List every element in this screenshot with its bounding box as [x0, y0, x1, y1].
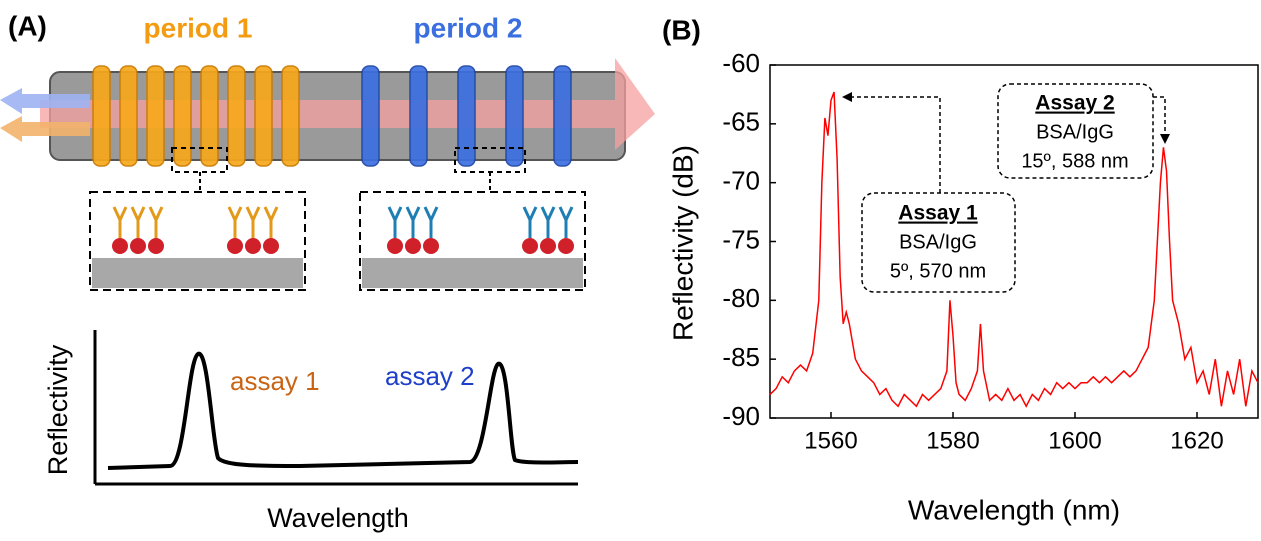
grating-ring [361, 65, 380, 167]
antigen [522, 238, 538, 254]
arrow-head [1160, 134, 1170, 144]
reflect-arrow [0, 88, 90, 114]
grating-ring [553, 65, 572, 167]
substrate [362, 258, 583, 288]
antibody [263, 206, 279, 238]
annotation-text: 15º, 588 nm [1021, 150, 1128, 172]
y-tick-label: -75 [722, 224, 760, 254]
annotation-title: Assay 1 [898, 202, 978, 225]
antigen [148, 238, 164, 254]
grating-ring [505, 65, 524, 167]
y-tick-label: -80 [722, 283, 760, 313]
x-tick-label: 1620 [1170, 427, 1223, 454]
y-tick-label: -70 [722, 166, 760, 196]
antibody [540, 206, 556, 238]
x-axis-title: Wavelength (nm) [908, 494, 1120, 525]
antigen [540, 238, 556, 254]
peak-label: assay 1 [230, 366, 320, 396]
antibody [112, 206, 128, 238]
annotation-arrow [1153, 96, 1166, 138]
y-tick-label: -60 [722, 48, 760, 78]
antibody [245, 206, 261, 238]
gratings [92, 65, 572, 167]
annotation-text: BSA/IgG [1036, 121, 1114, 143]
panel-b: (B) Reflectivity (dB) Wavelength (nm) -9… [662, 14, 1259, 525]
substrate [92, 258, 303, 288]
antigen [245, 238, 261, 254]
x-tick-label: 1580 [926, 427, 979, 454]
antibody [423, 206, 439, 238]
molecules [112, 206, 574, 254]
y-tick-label: -65 [722, 107, 760, 137]
period-label: period 1 [144, 12, 253, 43]
x-tick-label: 1560 [804, 427, 857, 454]
annotation-box [997, 83, 1154, 179]
panel-label: (A) [8, 10, 47, 41]
grating-ring [119, 65, 138, 167]
schematic-x-label: Wavelength [267, 503, 409, 533]
schematic-y-label: Reflectivity [43, 344, 73, 475]
grating-ring [227, 65, 246, 167]
grating-ring [200, 65, 219, 167]
period-label: period 2 [414, 12, 523, 43]
panel-a: (A) period 1 period 2 assay 1 assay 2 Re… [0, 10, 655, 533]
annotation-title: Assay 2 [1035, 92, 1114, 115]
antigen [130, 238, 146, 254]
antibody [387, 206, 403, 238]
antibody [130, 206, 146, 238]
reflect-arrow [0, 116, 90, 142]
y-tick-label: -85 [722, 342, 760, 372]
grating-ring [92, 65, 111, 167]
antibody [227, 206, 243, 238]
arrow-head [842, 92, 852, 102]
grating-ring [146, 65, 165, 167]
antigen [558, 238, 574, 254]
grating-ring [173, 65, 192, 167]
antigen [112, 238, 128, 254]
grating-ring [254, 65, 273, 167]
grating-ring [409, 65, 428, 167]
antigen [423, 238, 439, 254]
y-axis-title: Reflectivity (dB) [667, 145, 698, 341]
zoom-box [171, 147, 228, 173]
panel-label: (B) [662, 14, 701, 45]
annotation-box [861, 192, 1016, 293]
light-arrow [40, 58, 655, 150]
annotation-arrow [848, 96, 941, 193]
antibody [522, 206, 538, 238]
y-tick-label: -90 [722, 401, 760, 431]
peak-label: assay 2 [385, 361, 475, 391]
antigen [227, 238, 243, 254]
annotation-text: BSA/IgG [899, 231, 977, 253]
antibody [558, 206, 574, 238]
schematic-curve [107, 351, 579, 470]
annotations: Assay 1 BSA/IgG 5º, 570 nm Assay 2 BSA/I… [842, 83, 1170, 293]
antigen [263, 238, 279, 254]
x-tick-label: 1600 [1048, 427, 1101, 454]
spectrum-line [769, 91, 1259, 408]
antibody [405, 206, 421, 238]
grating-ring [281, 65, 300, 167]
antigen [405, 238, 421, 254]
antigen [387, 238, 403, 254]
grating-ring [457, 65, 476, 167]
annotation-text: 5º, 570 nm [890, 260, 986, 282]
antibody [148, 206, 164, 238]
